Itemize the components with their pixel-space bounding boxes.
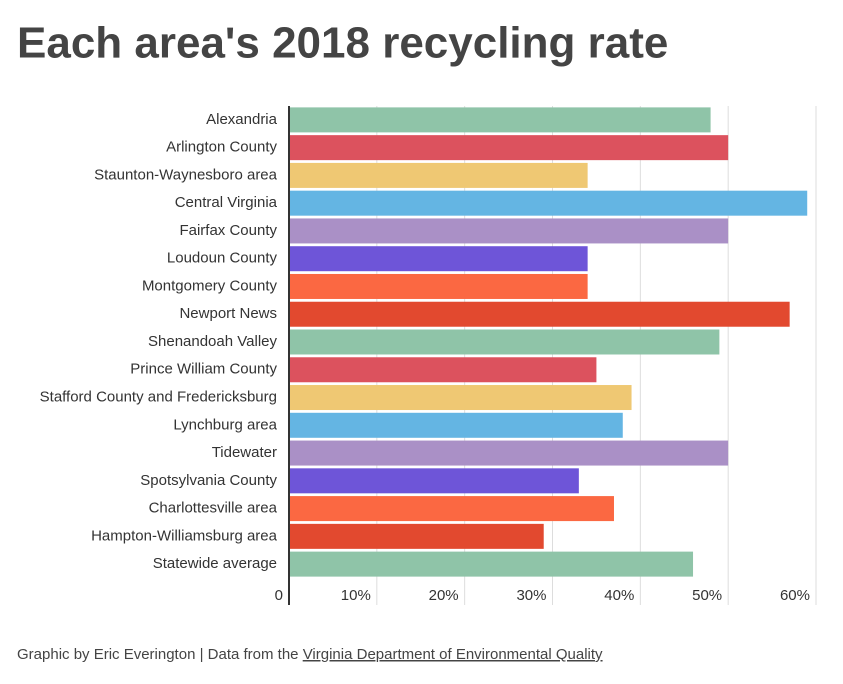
x-tick-label: 30% [516, 587, 546, 604]
footer: Graphic by Eric Everington | Data from t… [17, 646, 603, 663]
y-tick-label: Stafford County and Fredericksburg [40, 388, 277, 405]
x-tick-label: 20% [429, 587, 459, 604]
y-tick-label: Statewide average [153, 555, 277, 572]
footer-prefix: Graphic by Eric Everington | Data from t… [17, 646, 303, 663]
bar [289, 301, 790, 327]
y-tick-label: Charlottesville area [149, 500, 278, 517]
chart-title: Each area's 2018 recycling rate [17, 19, 668, 68]
x-tick-label: 60% [780, 587, 810, 604]
bar [289, 162, 588, 188]
y-tick-label: Hampton-Williamsburg area [91, 527, 278, 544]
bar [289, 273, 588, 299]
y-tick-label: Fairfax County [179, 222, 277, 239]
bar [289, 440, 729, 466]
footer-link[interactable]: Virginia Department of Environmental Qua… [303, 646, 603, 663]
bar [289, 135, 729, 161]
bar [289, 107, 711, 133]
y-tick-label: Central Virginia [175, 194, 278, 211]
x-tick-label: 50% [692, 587, 722, 604]
bar [289, 551, 694, 577]
y-tick-label: Montgomery County [142, 277, 278, 294]
bar [289, 190, 808, 216]
y-tick-label: Staunton-Waynesboro area [94, 166, 278, 183]
y-tick-label: Arlington County [166, 139, 277, 156]
bar [289, 412, 623, 438]
x-tick-label: 40% [604, 587, 634, 604]
x-tick-label: 10% [341, 587, 371, 604]
y-tick-label: Newport News [179, 305, 277, 322]
bar [289, 496, 614, 522]
y-tick-label: Tidewater [212, 444, 277, 461]
y-tick-label: Lynchburg area [173, 416, 277, 433]
bar [289, 468, 579, 494]
y-tick-label: Shenandoah Valley [148, 333, 277, 350]
bar [289, 357, 597, 383]
y-tick-label: Alexandria [206, 111, 278, 128]
bar [289, 246, 588, 272]
y-tick-label: Loudoun County [167, 250, 278, 267]
bar [289, 385, 632, 411]
y-tick-label: Prince William County [130, 361, 277, 378]
x-tick-label: 0 [275, 587, 283, 604]
bar [289, 218, 729, 244]
y-tick-label: Spotsylvania County [140, 472, 277, 489]
bar [289, 329, 720, 355]
bar [289, 523, 544, 549]
